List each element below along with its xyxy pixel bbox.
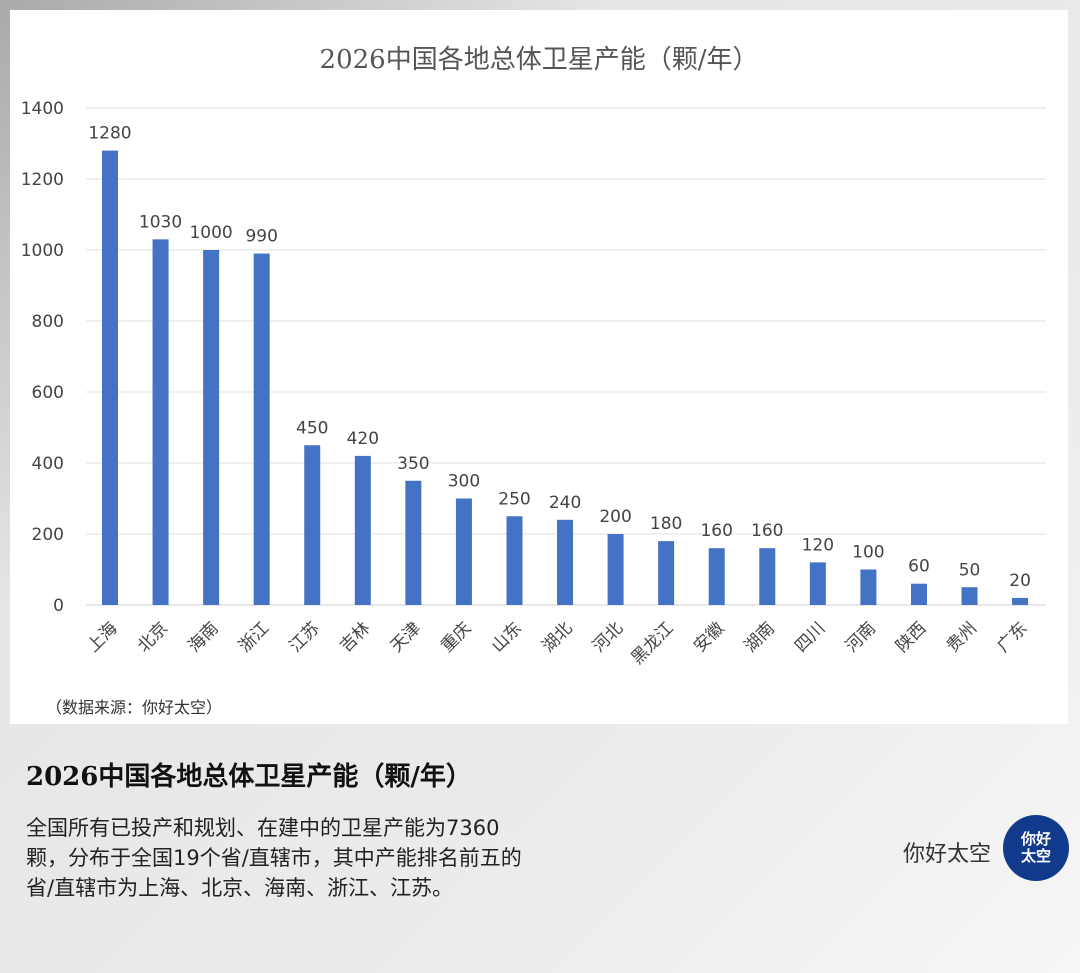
y-tick-label: 0 xyxy=(53,596,64,616)
data-label: 200 xyxy=(599,507,631,527)
data-label: 300 xyxy=(448,472,480,492)
data-label: 20 xyxy=(1009,571,1031,591)
bar xyxy=(102,150,118,605)
logo-text: 你好太空 xyxy=(1020,830,1051,865)
bar xyxy=(506,516,523,605)
data-label: 160 xyxy=(700,521,732,541)
data-label: 100 xyxy=(852,543,884,563)
x-tick-label: 浙江 xyxy=(235,618,273,656)
chart-card: 2026中国各地总体卫星产能（颗/年） 0 200 400 600 800 1000 1200… xyxy=(10,10,1068,724)
bar xyxy=(759,548,776,605)
y-tick-label: 1400 xyxy=(21,99,64,119)
x-tick-label: 广东 xyxy=(993,618,1031,656)
x-tick-label: 贵州 xyxy=(943,618,981,656)
bar xyxy=(658,541,675,605)
y-tick-label: 800 xyxy=(32,312,64,332)
brand-name: 你好太空 xyxy=(903,842,992,867)
data-label: 160 xyxy=(751,521,783,541)
bar xyxy=(455,498,472,605)
x-tick-label: 北京 xyxy=(134,618,172,656)
bar xyxy=(860,569,877,605)
data-label: 60 xyxy=(908,557,930,577)
x-tick-label: 吉林 xyxy=(336,618,374,656)
chart-title: 2026中国各地总体卫星产能（颗/年） xyxy=(320,45,759,75)
x-tick-label: 湖南 xyxy=(741,618,779,656)
bar xyxy=(405,480,422,605)
bar xyxy=(961,587,978,605)
y-tick-label: 600 xyxy=(32,383,64,403)
x-tick-label: 湖北 xyxy=(538,618,576,656)
x-tick-label: 河南 xyxy=(842,618,880,656)
x-tick-label: 海南 xyxy=(184,618,222,656)
data-label: 180 xyxy=(650,514,682,534)
y-tick-label: 1000 xyxy=(21,241,64,261)
data-label: 1030 xyxy=(139,212,182,232)
data-label: 990 xyxy=(245,227,277,247)
bar xyxy=(203,250,220,605)
data-label: 1280 xyxy=(88,124,131,144)
bar xyxy=(557,519,574,605)
data-label: 120 xyxy=(802,535,834,555)
y-tick-label: 400 xyxy=(32,454,64,474)
x-tick-label: 山东 xyxy=(488,618,526,656)
x-tick-label: 安徽 xyxy=(690,618,728,656)
brand-logo: 你好太空 xyxy=(1003,815,1069,881)
bar xyxy=(354,455,371,605)
bar xyxy=(1012,597,1029,605)
x-tick-label: 陕西 xyxy=(892,618,930,656)
data-label: 50 xyxy=(959,560,981,580)
bar xyxy=(253,253,270,606)
bar xyxy=(910,583,927,605)
bar xyxy=(607,534,624,605)
data-label: 420 xyxy=(347,429,379,449)
x-tick-label: 河北 xyxy=(589,618,627,656)
y-tick-label: 1200 xyxy=(21,170,64,190)
data-label: 1000 xyxy=(189,223,232,243)
data-label: 250 xyxy=(498,489,530,509)
x-tick-label: 上海 xyxy=(83,618,121,656)
x-tick-label: 江苏 xyxy=(286,618,324,656)
bar xyxy=(152,239,169,605)
x-tick-label: 重庆 xyxy=(437,618,475,656)
x-tick-label: 黑龙江 xyxy=(627,618,677,668)
bar xyxy=(708,548,725,605)
caption-title: 2026中国各地总体卫星产能（颗/年） xyxy=(26,762,472,792)
bar-chart: 2026中国各地总体卫星产能（颗/年） 0 200 400 600 800 1000 1200… xyxy=(21,45,1046,669)
bar xyxy=(304,445,321,605)
x-tick-label: 四川 xyxy=(791,618,829,656)
bar xyxy=(809,562,826,605)
data-source: （数据来源：你好太空） xyxy=(46,698,223,717)
data-label: 240 xyxy=(549,493,581,513)
x-tick-label: 天津 xyxy=(387,618,425,656)
data-label: 450 xyxy=(296,418,328,438)
caption-description: 全国所有已投产和规划、在建中的卫星产能为7360颗，分布于全国19个省/直辖市，… xyxy=(26,816,522,900)
y-tick-label: 200 xyxy=(32,525,64,545)
data-label: 350 xyxy=(397,454,429,474)
